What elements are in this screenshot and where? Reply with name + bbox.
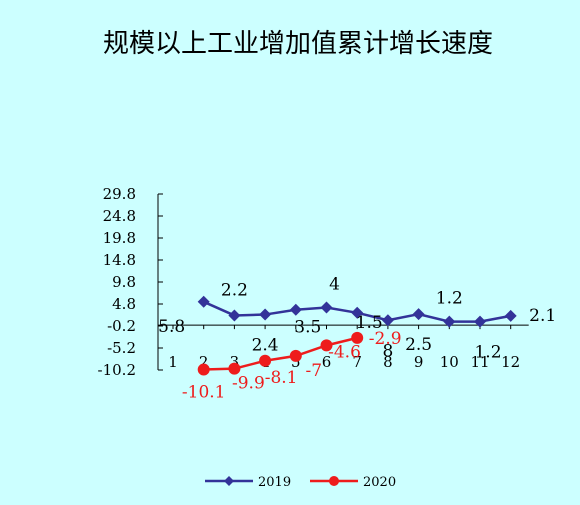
chart-title: 规模以上工业增加值累计增长速度 <box>103 29 493 59</box>
series-2020-data-label: -9.9 <box>232 374 265 394</box>
series-2019-point <box>259 308 272 321</box>
series-2019-point <box>443 315 456 328</box>
x-tick-label: 1 <box>168 353 178 371</box>
x-tick-label: 9 <box>414 353 424 371</box>
series-2020-point <box>259 354 272 367</box>
series-2019-point <box>412 308 425 321</box>
series-2019-data-label: 2.2 <box>221 280 248 300</box>
series-2019-data-label: 2.1 <box>529 306 556 326</box>
x-tick-label: 11 <box>470 353 489 371</box>
axes: 29.824.819.814.89.84.8-0.2-5.2-10.212345… <box>98 185 529 379</box>
series-2020-data-label: -4.6 <box>328 342 361 362</box>
series-2019-data-label: 1.2 <box>436 289 463 309</box>
x-tick-label: 6 <box>322 353 332 371</box>
series-2020-point <box>351 331 364 344</box>
x-tick-label: 2 <box>199 353 209 371</box>
x-tick-label: 5 <box>291 353 301 371</box>
legend-swatch-marker <box>329 476 339 486</box>
y-tick-label: 24.8 <box>103 207 136 225</box>
series-2019-data-label: 2.4 <box>252 336 279 356</box>
series-2020-point <box>228 362 241 375</box>
series-layer: 5.8 2.2 2.4 3.5 4 1.5 8 2.5 1.2 1.2 2.1 -10.1 -9.9 -8… <box>158 275 556 403</box>
y-tick-label: 9.8 <box>112 273 136 291</box>
legend: 2019 2020 <box>205 475 396 490</box>
series-2019-point <box>197 295 210 308</box>
series-2020-data-label: -2.9 <box>369 329 402 349</box>
y-tick-label: -0.2 <box>107 317 136 335</box>
y-tick-label: -10.2 <box>98 361 136 379</box>
y-tick-label: 29.8 <box>103 185 136 203</box>
series-2019-data-label: 3.5 <box>294 318 321 338</box>
legend-swatch-marker <box>224 476 234 486</box>
series-2019-point <box>474 315 486 328</box>
x-tick-label: 10 <box>440 353 459 371</box>
series-2019-data-label: 4 <box>329 275 340 295</box>
x-tick-label: 3 <box>230 353 240 371</box>
series-2019-data-label: 5.8 <box>158 317 185 337</box>
y-tick-label: 4.8 <box>112 295 136 313</box>
series-2019-point <box>320 301 333 314</box>
series-2019-point <box>504 309 517 322</box>
series-2019-point <box>381 314 394 327</box>
x-tick-label: 7 <box>352 353 362 371</box>
legend-label: 2020 <box>363 475 396 490</box>
series-2020-data-label: -7 <box>306 361 323 381</box>
y-tick-label: 14.8 <box>103 251 136 269</box>
series-2020-point <box>289 349 302 362</box>
y-tick-label: 19.8 <box>103 229 136 247</box>
x-tick-label: 8 <box>383 353 393 371</box>
y-tick-label: -5.2 <box>107 339 136 357</box>
series-2020-point <box>320 339 333 352</box>
legend-label: 2019 <box>258 475 291 490</box>
series-2019-point <box>351 306 364 319</box>
series-2019-data-label: 8 <box>382 341 393 361</box>
series-2020-data-label: -10.1 <box>182 383 226 403</box>
series-2019-data-label: 1.2 <box>474 343 501 363</box>
series-2019-point <box>228 309 241 322</box>
series-2019-point <box>289 303 302 316</box>
x-tick-label: 12 <box>501 353 520 371</box>
series-2019-data-label: 2.5 <box>405 335 432 355</box>
series-2019-data-label: 1.5 <box>356 313 383 333</box>
series-2020-point <box>197 363 210 376</box>
series-2020-data-label: -8.1 <box>265 368 298 388</box>
